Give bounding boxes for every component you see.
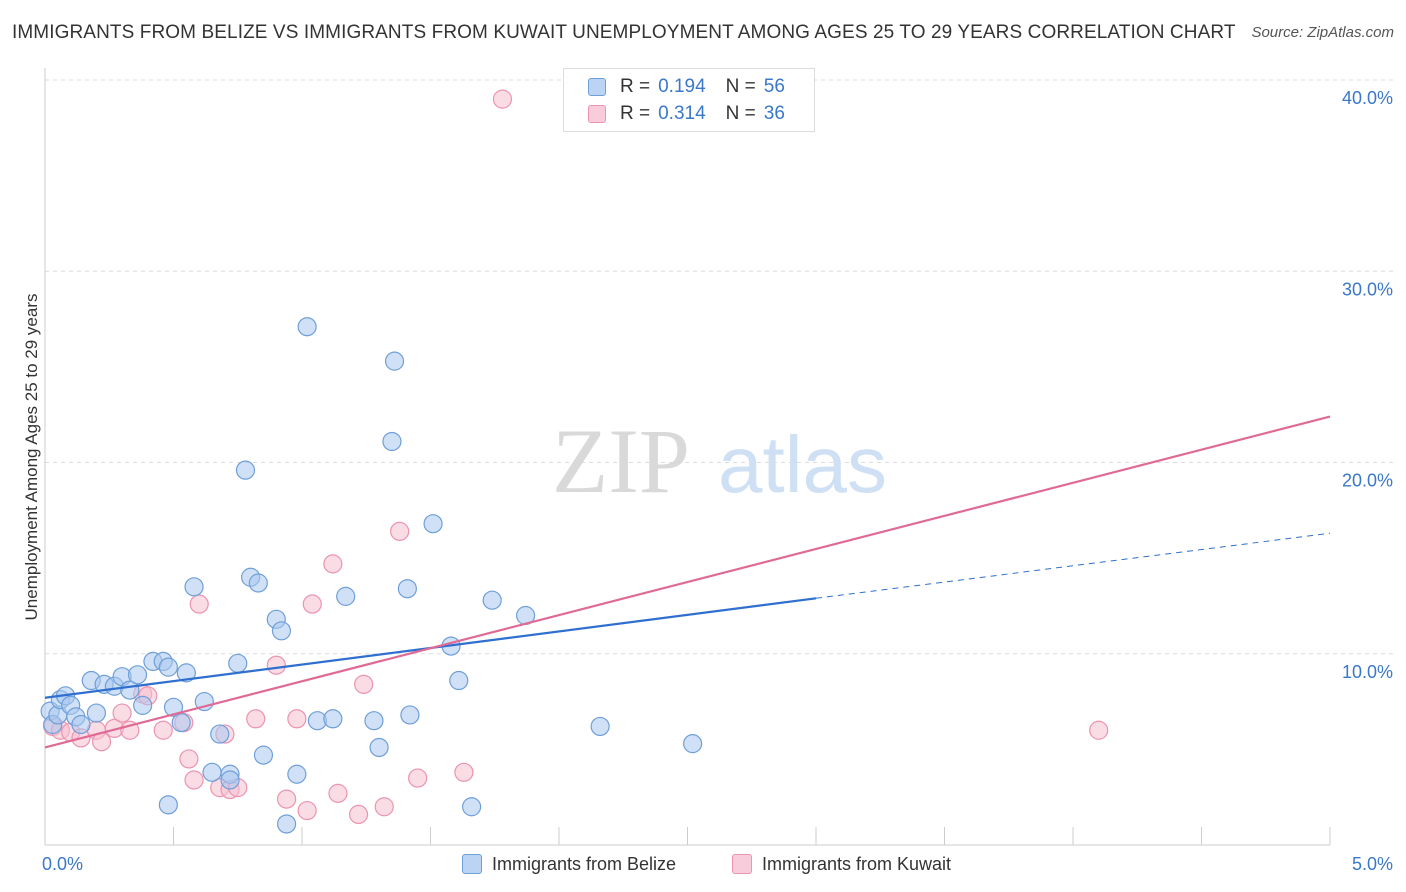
kuwait-point [184,770,204,790]
series-belize-points [40,317,703,834]
kuwait-point [328,783,348,803]
belize-point [683,734,703,754]
series-legend-label-belize: Immigrants from Belize [492,853,677,874]
belize-point [202,762,222,782]
belize-point [336,586,356,606]
legend-n-label: N = [725,76,756,97]
tick-labels: 10.0% 20.0% 30.0% 40.0% 0.0% 5.0% [42,88,1393,874]
belize-point [71,714,91,735]
kuwait-point [348,804,369,825]
kuwait-trend-line [44,415,1331,749]
belize-point [276,814,297,834]
series-legend-swatch-belize [462,854,482,874]
kuwait-point [179,749,199,769]
legend-swatch-belize [588,78,606,96]
belize-point [176,663,196,683]
belize-point [397,579,417,599]
belize-point [423,514,443,534]
x-tick-label-max: 5.0% [1352,854,1393,874]
legend-n-label: N = [725,103,756,124]
y-tick-label: 40.0% [1342,88,1393,108]
series-legend-kuwait: Immigrants from Kuwait [732,851,951,877]
legend-swatch-kuwait [588,105,606,123]
legend-n-value: 56 [763,76,785,97]
kuwait-point [276,789,297,809]
y-axis-label: Unemployment Among Ages 25 to 29 years [22,293,41,621]
kuwait-point [287,709,307,729]
legend-r-label: R = [620,103,651,124]
kuwait-point [454,762,474,782]
belize-point [163,697,184,717]
grid-lines [45,79,1394,655]
legend-r-value: 0.194 [658,76,706,97]
belize-point [364,711,384,731]
belize-point [127,665,148,685]
belize-point [482,590,502,610]
belize-point [590,716,610,737]
belize-point [158,795,178,815]
belize-point [210,724,230,744]
kuwait-point [266,655,286,675]
belize-point [271,621,292,641]
belize-point [323,709,343,729]
belize-point [449,670,469,691]
series-legend-belize: Immigrants from Belize [462,851,676,877]
kuwait-point [153,720,173,740]
belize-point [158,657,178,677]
trend-lines [44,415,1331,749]
kuwait-point [323,554,343,574]
belize-point [382,431,402,452]
belize-point [220,770,240,790]
belize-point [297,317,317,337]
belize-point [86,703,107,723]
belize-point [228,653,248,673]
belize-point [253,745,274,765]
kuwait-point [246,709,266,729]
kuwait-point [297,800,317,821]
kuwait-point [112,703,132,723]
kuwait-point [408,768,428,788]
belize-point [462,797,482,817]
belize-point [248,573,268,593]
belize-point [384,351,405,371]
kuwait-point [390,521,410,541]
series-legend-label-kuwait: Immigrants from Kuwait [762,853,952,874]
source-label: Source: ZipAtlas.com [1251,24,1394,41]
kuwait-point [492,89,513,109]
series-kuwait-points [43,89,1109,825]
legend-row-belize: R = 0.194 N = 56 [588,74,785,100]
watermark: ZIP atlas [552,410,887,512]
belize-point [287,764,307,784]
belize-point [171,712,191,733]
kuwait-point [374,797,394,817]
belize-point [369,737,389,758]
belize-point [184,577,204,597]
y-tick-label: 10.0% [1342,662,1393,682]
kuwait-point [1089,720,1109,740]
legend-n-value: 36 [763,103,785,124]
series-legend-swatch-kuwait [732,854,752,874]
y-tick-label: 20.0% [1342,471,1393,491]
correlation-legend: R = 0.194 N = 56 R = 0.314 N = 36 [563,68,815,132]
belize-point [133,695,153,715]
legend-r-label: R = [620,76,651,97]
watermark-zip: ZIP [552,410,690,512]
x-tick-label-min: 0.0% [42,854,83,874]
belize-point [235,460,256,480]
legend-r-value: 0.314 [658,103,706,124]
chart-title: IMMIGRANTS FROM BELIZE VS IMMIGRANTS FRO… [12,22,1236,43]
belize-trend-extension [815,532,1331,599]
legend-row-kuwait: R = 0.314 N = 36 [588,101,785,127]
kuwait-point [302,594,322,614]
y-tick-label: 30.0% [1342,279,1393,299]
kuwait-point [189,594,209,614]
kuwait-point [354,674,374,694]
watermark-atlas: atlas [718,420,887,509]
belize-point [400,705,420,725]
